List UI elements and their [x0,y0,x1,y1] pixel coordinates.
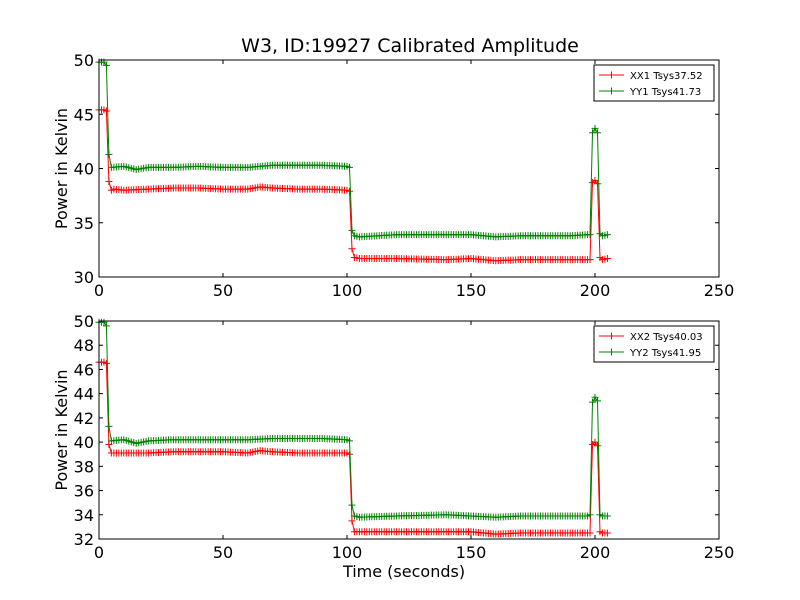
bottom-y-tick-label: 38 [74,457,94,476]
top-x-tick-label: 250 [704,281,735,300]
bottom-x-tick-label: 250 [704,543,735,562]
top-y-tick-label: 50 [74,51,94,70]
chart-title: W3, ID:19927 Calibrated Amplitude [241,35,579,57]
top-y-tick-label: 40 [74,160,94,179]
top-series-1-point [102,61,110,69]
bottom-series-1-point [345,437,353,445]
bottom-y-tick-label: 44 [74,385,94,404]
bottom-series-1-point [105,422,113,430]
top-series-1-point [345,163,353,171]
top-legend-swatch-0 [599,71,624,79]
top-y-tick-label: 35 [74,214,94,233]
top-series-0-point [603,255,611,263]
bottom-x-tick-label: 100 [332,543,363,562]
top-series-1-point [603,231,611,239]
bottom-y-tick-label: 34 [74,506,94,525]
top-legend [593,64,715,102]
bottom-legend [593,325,715,363]
top-x-tick-label: 200 [580,281,611,300]
bottom-plot-frame [98,320,720,540]
top-legend-label-0: XX1 Tsys37.52 [630,71,703,82]
top-series-1-point [591,124,599,132]
top-series-1-point [348,226,356,234]
bottom-series-0-point [603,529,611,537]
bottom-legend-swatch-1 [599,348,624,356]
top-legend-label-1: YY1 Tsys41.73 [629,87,701,98]
bottom-series-0-point [593,442,601,450]
bottom-y-tick-label: 40 [74,433,94,452]
bottom-series-1-point [593,397,601,405]
bottom-series-1-point [102,322,110,330]
top-series-1-point [105,150,113,158]
bottom-y-axis-label: Power in Kelvin [52,369,71,490]
bottom-legend-label-0: XX2 Tsys40.03 [630,332,703,343]
top-series-1-point [593,129,601,137]
bottom-legend-label-1: YY2 Tsys41.95 [629,348,701,359]
top-series-line-0 [99,109,608,262]
bottom-x-tick-label: 50 [213,543,233,562]
top-x-tick-label: 100 [332,281,363,300]
bottom-x-axis-label: Time (seconds) [342,562,465,581]
top-y-tick-label: 30 [74,268,94,287]
bottom-series-1-point [586,511,594,519]
top-series-0-point [345,187,353,195]
bottom-series-0-point [102,359,110,367]
bottom-series-0-point [348,517,356,525]
bottom-series-1-point [603,512,611,520]
top-y-axis-label: Power in Kelvin [52,108,71,229]
bottom-series-1-point [589,398,597,406]
top-series-1-point [586,231,594,239]
bottom-series-line-1 [99,321,608,518]
top-series-0-point [105,178,113,186]
bottom-y-tick-label: 42 [74,409,94,428]
top-series-0-point [348,245,356,253]
bottom-x-tick-label: 0 [94,543,104,562]
bottom-series-0-point [586,529,594,537]
bottom-legend-swatch-0 [599,332,624,340]
bottom-series-0-point [591,438,599,446]
bottom-series-1-point [591,393,599,401]
bottom-panel: 0 50 100 150 200 250 32 34 36 38 40 42 44 46 48 50 Power… [52,312,734,581]
bottom-x-tick-label: 150 [456,543,487,562]
bottom-y-tick-label: 46 [74,360,94,379]
bottom-y-tick-label: 50 [74,312,94,331]
top-x-tick-label: 50 [213,281,233,300]
bottom-series-1-point [100,318,108,326]
bottom-series-0-point [105,441,113,449]
top-panel: 0 50 100 150 200 250 30 35 40 45 50 Power in Kelvin… [52,51,734,300]
top-series-0-point [586,256,594,264]
bottom-series-1-point [348,501,356,509]
bottom-y-tick-label: 32 [74,530,94,549]
top-x-tick-label: 150 [456,281,487,300]
bottom-x-tick-label: 200 [580,543,611,562]
top-series-line-1 [99,61,608,238]
bottom-y-tick-label: 36 [74,482,94,501]
bottom-y-tick-label: 48 [74,336,94,355]
top-series-0-point [102,107,110,115]
top-y-tick-label: 45 [74,105,94,124]
top-x-tick-label: 0 [94,281,104,300]
top-series-0-point [593,180,601,188]
top-legend-swatch-1 [599,87,624,95]
